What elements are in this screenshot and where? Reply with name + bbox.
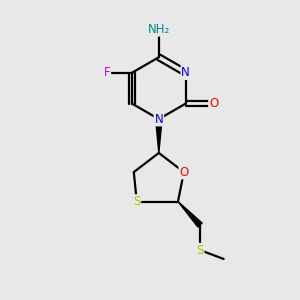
Text: N: N — [181, 66, 190, 79]
Polygon shape — [178, 202, 202, 227]
Text: N: N — [154, 112, 163, 126]
Text: O: O — [179, 166, 188, 178]
Polygon shape — [156, 119, 162, 153]
Text: NH₂: NH₂ — [148, 23, 170, 36]
Text: O: O — [209, 97, 218, 110]
Text: S: S — [196, 244, 204, 256]
Text: S: S — [133, 195, 140, 208]
Text: F: F — [104, 66, 110, 79]
